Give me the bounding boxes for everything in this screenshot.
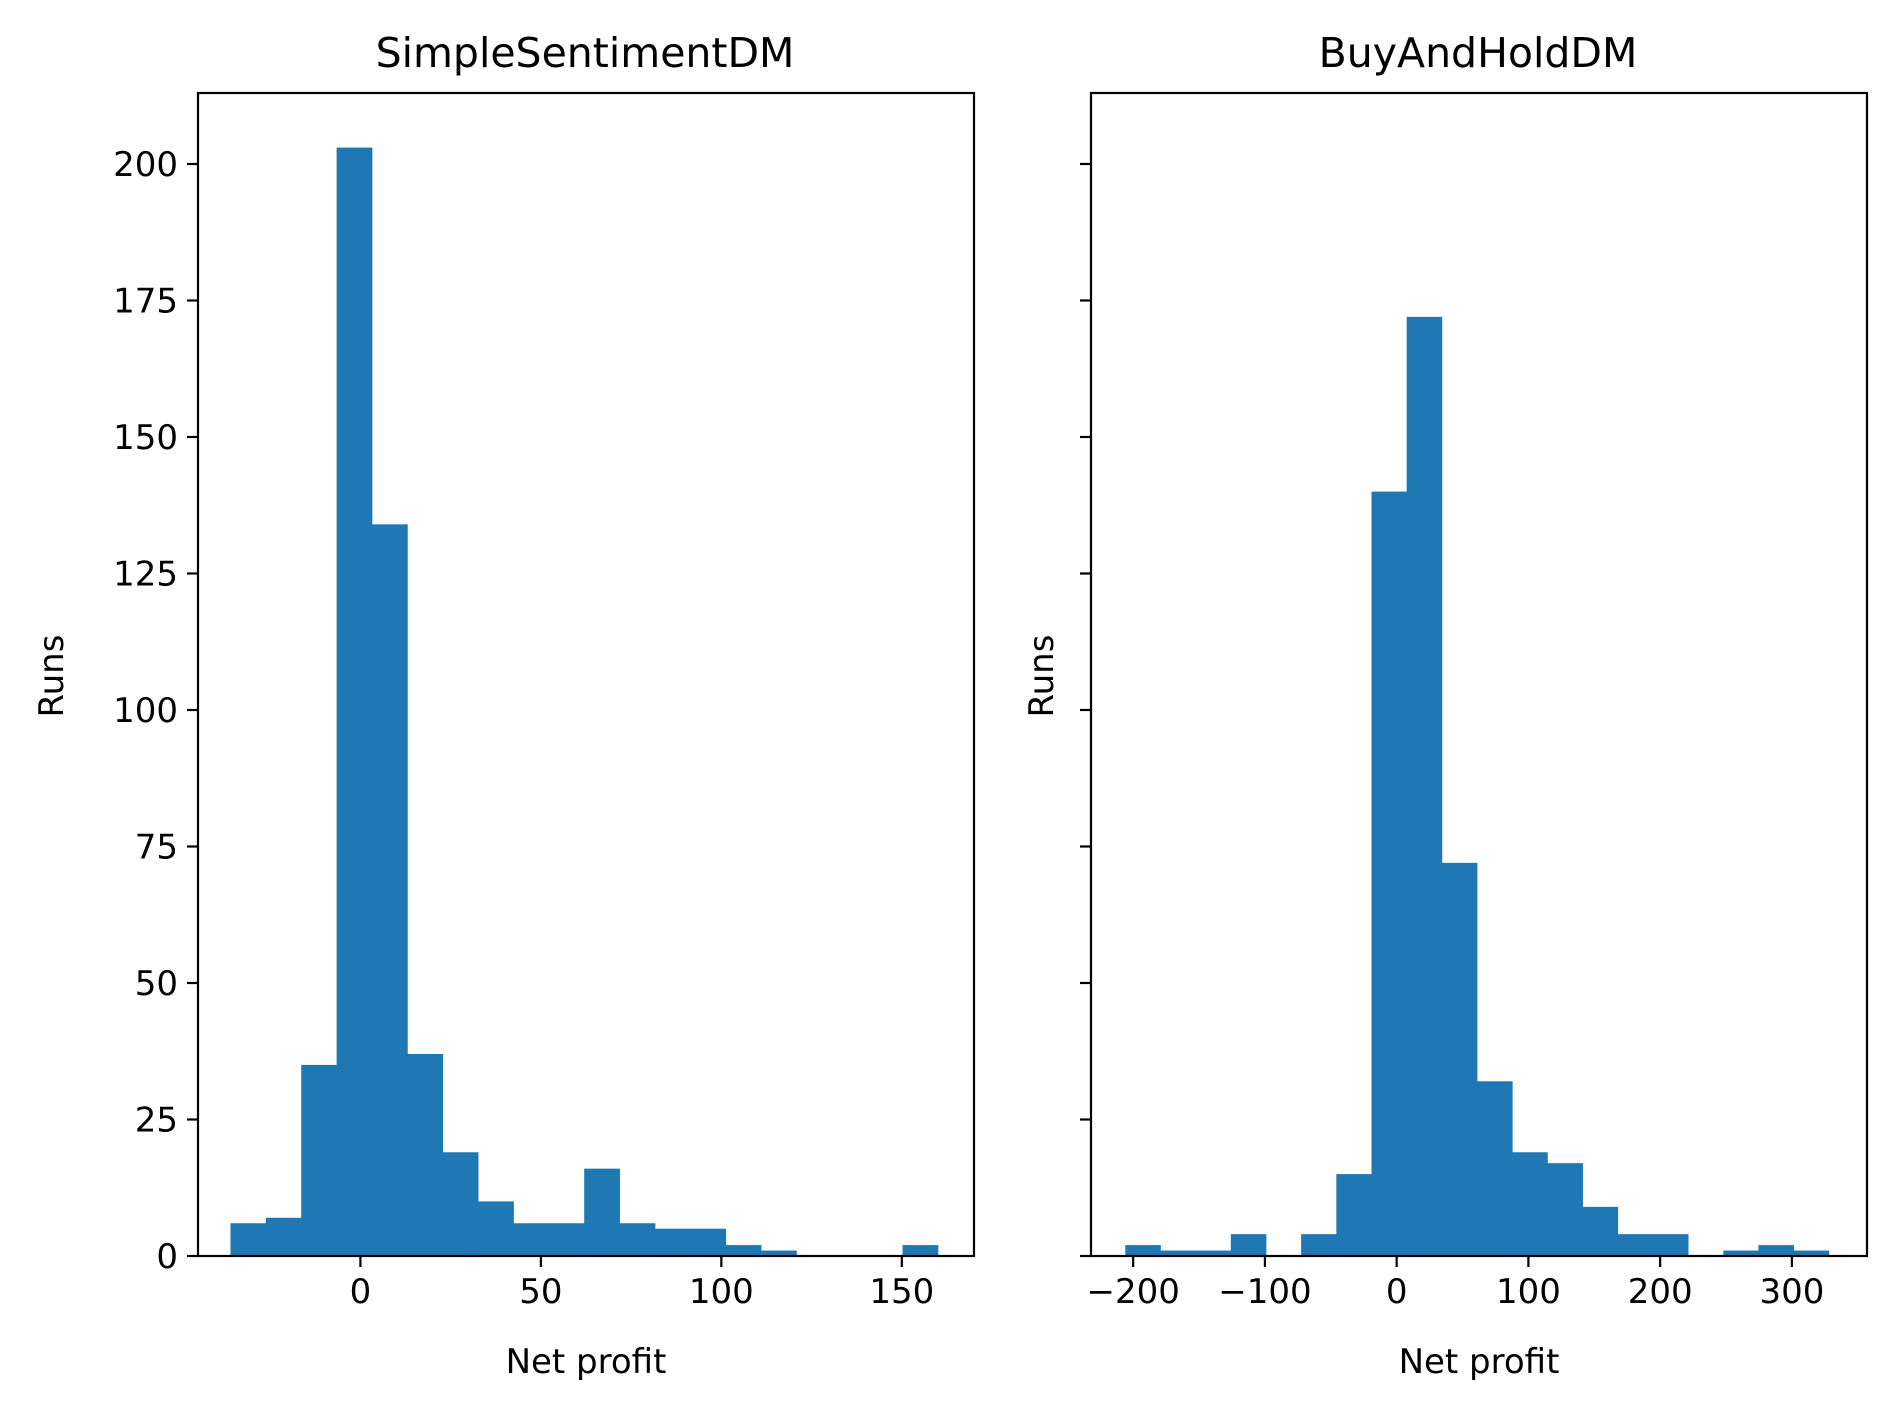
left-x-tick-label-3: 150 (869, 1272, 934, 1312)
right-x-tick-label-2: 0 (1386, 1272, 1408, 1312)
left-histogram-bar-3 (336, 147, 373, 1256)
right-histogram-bar-15 (1652, 1234, 1689, 1256)
left-x-axis-label: Net profit (506, 1342, 667, 1382)
right-x-tick-label-5: 300 (1759, 1272, 1824, 1312)
right-histogram-bar-19 (1793, 1250, 1830, 1256)
left-histogram-bar-12 (654, 1228, 691, 1256)
left-y-tick-label-7: 175 (113, 281, 178, 321)
right-histogram-bar-12 (1547, 1163, 1583, 1256)
right-histogram-bar-8 (1406, 316, 1443, 1256)
left-histogram-bar-13 (690, 1228, 727, 1256)
left-histogram-bar-1 (265, 1217, 302, 1256)
left-histogram-bar-2 (301, 1064, 337, 1256)
left-x-tick-label-2: 100 (689, 1272, 754, 1312)
left-histogram-bar-14 (725, 1245, 762, 1256)
left-histogram-panel: SimpleSentimentDM 0 50 100 150 0 25 50 75 100 12… (32, 29, 976, 1382)
left-histogram-bar-15 (761, 1250, 797, 1256)
right-chart-title: BuyAndHoldDM (1319, 29, 1638, 77)
left-plot-frame (196, 91, 976, 1258)
right-histogram-bar-1 (1160, 1250, 1197, 1256)
right-histogram-bar-14 (1617, 1234, 1654, 1256)
left-histogram-bar-7 (478, 1201, 514, 1256)
left-y-tick-label-2: 50 (135, 964, 178, 1004)
left-chart-title: SimpleSentimentDM (376, 29, 795, 77)
left-histogram-bar-6 (442, 1152, 479, 1256)
left-bars-group (230, 147, 939, 1256)
right-histogram-bar-5 (1301, 1234, 1337, 1256)
left-y-ticks-group: 0 25 50 75 100 125 150 175 200 (113, 145, 198, 1277)
right-y-axis-label: Runs (1022, 635, 1062, 718)
left-histogram-bar-8 (513, 1223, 550, 1256)
right-plot-frame (1089, 91, 1869, 1258)
right-histogram-bar-10 (1477, 1081, 1513, 1256)
left-x-tick-label-1: 50 (519, 1272, 562, 1312)
left-histogram-bar-5 (407, 1053, 444, 1256)
left-x-ticks-group: 0 50 100 150 (350, 1256, 934, 1312)
left-histogram-bar-10 (584, 1168, 620, 1256)
left-histogram-bar-11 (619, 1223, 656, 1256)
left-y-tick-label-1: 25 (135, 1100, 178, 1140)
left-histogram-bar-19 (902, 1245, 939, 1256)
right-histogram-panel: BuyAndHoldDM −200 −100 0 100 200 300 Net prof… (1022, 29, 1869, 1382)
right-histogram-bar-18 (1758, 1245, 1795, 1256)
right-histogram-bar-0 (1125, 1245, 1161, 1256)
right-x-axis-label: Net profit (1399, 1342, 1560, 1382)
left-y-tick-label-5: 125 (113, 554, 178, 594)
right-x-tick-label-1: −100 (1218, 1272, 1311, 1312)
right-histogram-bar-6 (1336, 1174, 1372, 1256)
left-x-tick-label-0: 0 (350, 1272, 372, 1312)
right-histogram-bar-9 (1441, 862, 1478, 1256)
left-histogram-bar-9 (548, 1223, 585, 1256)
left-y-axis-label: Runs (32, 635, 72, 718)
right-histogram-bar-13 (1582, 1206, 1619, 1256)
right-histogram-bar-11 (1512, 1152, 1548, 1256)
right-histogram-bar-17 (1723, 1250, 1759, 1256)
left-y-tick-label-3: 75 (135, 827, 178, 867)
right-x-tick-label-3: 100 (1496, 1272, 1561, 1312)
right-x-ticks-group: −200 −100 0 100 200 300 (1086, 1256, 1824, 1312)
left-histogram-bar-4 (371, 524, 408, 1256)
left-y-tick-label-4: 100 (113, 691, 178, 731)
right-bars-group (1125, 316, 1830, 1256)
right-histogram-bar-2 (1195, 1250, 1232, 1256)
left-y-tick-label-0: 0 (156, 1237, 178, 1277)
right-histogram-bar-7 (1371, 491, 1408, 1256)
right-histogram-bar-3 (1230, 1234, 1267, 1256)
right-x-tick-label-4: 200 (1628, 1272, 1693, 1312)
right-y-ticks-group (1080, 162, 1091, 1258)
left-y-tick-label-8: 200 (113, 145, 178, 185)
left-y-tick-label-6: 150 (113, 418, 178, 458)
right-x-tick-label-0: −200 (1086, 1272, 1179, 1312)
left-histogram-bar-0 (230, 1223, 267, 1256)
